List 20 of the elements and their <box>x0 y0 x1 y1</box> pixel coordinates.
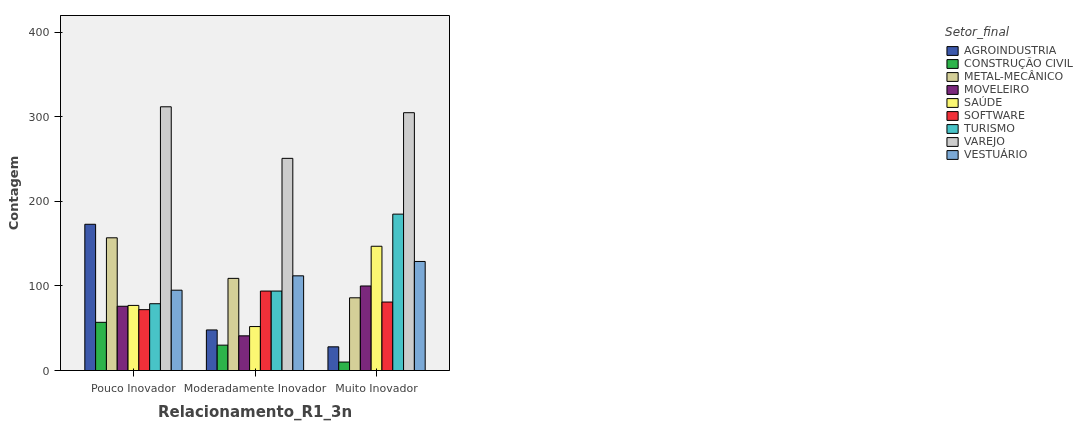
x-axis-title: Relacionamento_R1_3n <box>157 402 353 421</box>
legend-label: TURISMO <box>964 122 1015 135</box>
legend-label: MOVELEIRO <box>964 83 1030 96</box>
legend-label: VAREJO <box>964 135 1005 148</box>
legend-title: Setor_final <box>945 25 1011 39</box>
y-tick-label: 300 <box>28 110 50 124</box>
x-tick-label: Moderadamente Inovador <box>183 381 327 395</box>
legend-label: METAL-MECÂNICO <box>964 70 1064 83</box>
y-tick-label: 400 <box>28 26 50 40</box>
legend-label: CONSTRUÇÃO CIVIL <box>964 57 1073 70</box>
y-tick-label: 0 <box>42 364 50 378</box>
legend-label: SOFTWARE <box>964 109 1025 122</box>
x-tick-label: Pouco Inovador <box>91 381 177 395</box>
legend-label: VESTUÁRIO <box>964 148 1028 161</box>
y-tick-label: 200 <box>28 195 50 209</box>
y-axis-title: Contagem <box>5 155 21 231</box>
y-tick-label: 100 <box>28 279 50 293</box>
legend-label: AGROINDUSTRIA <box>964 44 1057 57</box>
legend-label: SAÚDE <box>964 96 1003 109</box>
x-tick-label: Muito Inovador <box>335 381 419 395</box>
